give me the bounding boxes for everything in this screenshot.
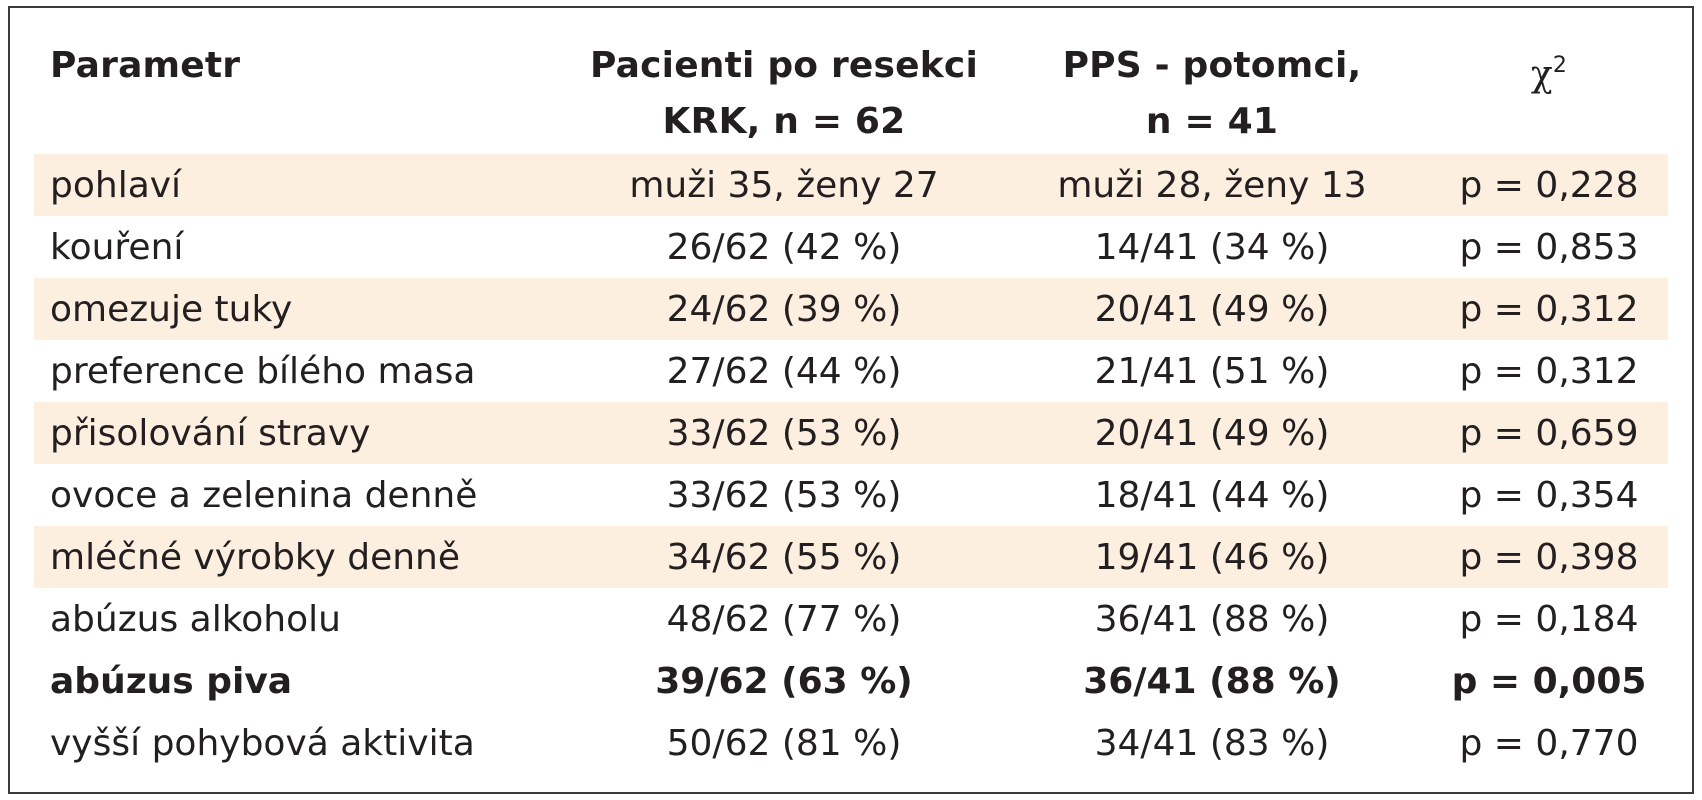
cell-group-a: 39/62 (63 %) bbox=[655, 660, 913, 702]
header-group-b-line2: n = 41 bbox=[1145, 101, 1279, 142]
cell-p-value: p = 0,398 bbox=[1430, 526, 1668, 588]
cell-p-value: p = 0,354 bbox=[1459, 474, 1639, 516]
cell-parameter: přisolování stravy bbox=[34, 402, 574, 464]
cell-group-b: muži 28, ženy 13 bbox=[994, 154, 1430, 216]
cell-parameter: kouření bbox=[50, 226, 184, 268]
table-row: omezuje tuky 24/62 (39 %) 20/41 (49 %) p = … bbox=[34, 278, 1668, 340]
cell-group-b: 20/41 (49 %) bbox=[994, 278, 1430, 340]
data-table: Parametr Pacienti po resekci KRK, n = 62… bbox=[34, 30, 1668, 774]
table-row: ovoce a zelenina denně 33/62 (53 %) 18/41 … bbox=[34, 464, 1668, 526]
header-row: Parametr Pacienti po resekci KRK, n = 62… bbox=[34, 30, 1668, 154]
cell-parameter: preference bílého masa bbox=[50, 350, 476, 392]
cell-group-b: 36/41 (88 %) bbox=[1094, 598, 1330, 640]
cell-p-value: p = 0,312 bbox=[1459, 350, 1639, 392]
header-group-b-line1: PPS - potomci, bbox=[1062, 45, 1362, 86]
table-row: mléčné výrobky denně 34/62 (55 %) 19/41 (4… bbox=[34, 526, 1668, 588]
header-group-a-line1: Pacienti po resekci bbox=[590, 45, 978, 86]
cell-parameter: omezuje tuky bbox=[34, 278, 574, 340]
cell-group-b: 21/41 (51 %) bbox=[1094, 350, 1330, 392]
header-chi-symbol: χ bbox=[1530, 54, 1553, 95]
cell-parameter: mléčné výrobky denně bbox=[34, 526, 574, 588]
cell-group-a: 26/62 (42 %) bbox=[666, 226, 902, 268]
cell-group-b: 14/41 (34 %) bbox=[1094, 226, 1330, 268]
cell-parameter: vyšší pohybová aktivita bbox=[50, 722, 475, 764]
table-row: pohlaví muži 35, ženy 27 muži 28, ženy 13 p… bbox=[34, 154, 1668, 216]
cell-parameter: ovoce a zelenina denně bbox=[50, 474, 478, 516]
cell-group-a: 34/62 (55 %) bbox=[574, 526, 994, 588]
table-row: vyšší pohybová aktivita 50/62 (81 %) 34/41… bbox=[34, 712, 1668, 774]
cell-group-a: 50/62 (81 %) bbox=[666, 722, 902, 764]
cell-group-a: 48/62 (77 %) bbox=[666, 598, 902, 640]
cell-group-b: 18/41 (44 %) bbox=[1094, 474, 1330, 516]
cell-group-a: 33/62 (53 %) bbox=[666, 474, 902, 516]
cell-group-b: 20/41 (49 %) bbox=[994, 402, 1430, 464]
cell-p-value: p = 0,005 bbox=[1451, 660, 1647, 702]
header-chi-square: χ2 bbox=[1430, 30, 1668, 154]
cell-group-a: 24/62 (39 %) bbox=[574, 278, 994, 340]
header-group-a: Pacienti po resekci KRK, n = 62 bbox=[574, 30, 994, 154]
header-group-b: PPS - potomci, n = 41 bbox=[994, 30, 1430, 154]
cell-group-a: 27/62 (44 %) bbox=[666, 350, 902, 392]
cell-group-b: 36/41 (88 %) bbox=[1083, 660, 1341, 702]
cell-p-value: p = 0,184 bbox=[1459, 598, 1639, 640]
table-row: kouření 26/62 (42 %) 14/41 (34 %) p = 0,853 bbox=[34, 216, 1668, 278]
header-group-a-line2: KRK, n = 62 bbox=[662, 101, 906, 142]
table-row: přisolování stravy 33/62 (53 %) 20/41 (49 … bbox=[34, 402, 1668, 464]
table-frame bbox=[8, 6, 1694, 794]
table-row: abúzus alkoholu 48/62 (77 %) 36/41 (88 %) p… bbox=[34, 588, 1668, 650]
cell-parameter: abúzus alkoholu bbox=[50, 598, 341, 640]
cell-parameter: pohlaví bbox=[34, 154, 574, 216]
header-parameter: Parametr bbox=[34, 30, 574, 154]
cell-group-a: 33/62 (53 %) bbox=[574, 402, 994, 464]
cell-p-value: p = 0,659 bbox=[1430, 402, 1668, 464]
cell-p-value: p = 0,312 bbox=[1430, 278, 1668, 340]
cell-group-b: 19/41 (46 %) bbox=[994, 526, 1430, 588]
cell-parameter: abúzus piva bbox=[50, 660, 293, 702]
cell-p-value: p = 0,770 bbox=[1459, 722, 1639, 764]
header-parameter-label: Parametr bbox=[50, 45, 241, 86]
header-chi-exponent: 2 bbox=[1552, 53, 1568, 78]
cell-p-value: p = 0,853 bbox=[1459, 226, 1639, 268]
cell-group-b: 34/41 (83 %) bbox=[1094, 722, 1330, 764]
table-row: preference bílého masa 27/62 (44 %) 21/41 … bbox=[34, 340, 1668, 402]
cell-p-value: p = 0,228 bbox=[1430, 154, 1668, 216]
cell-group-a: muži 35, ženy 27 bbox=[574, 154, 994, 216]
table-row: abúzus piva 39/62 (63 %) 36/41 (88 %) p = 0… bbox=[34, 650, 1668, 712]
table-body: pohlaví muži 35, ženy 27 muži 28, ženy 13 p… bbox=[34, 154, 1668, 774]
